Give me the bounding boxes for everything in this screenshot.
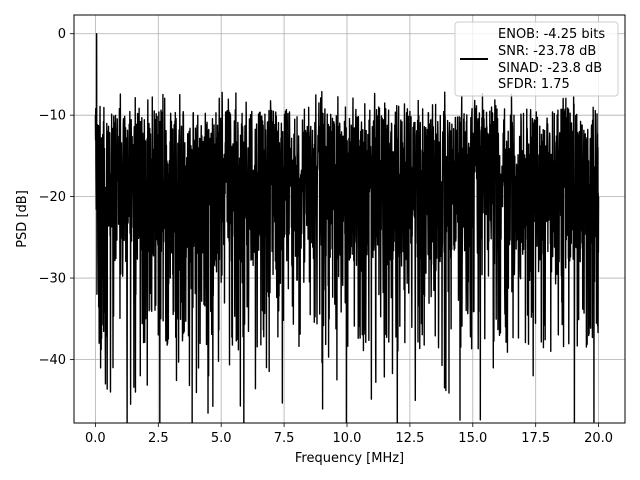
y-tick-label: −10 [39, 109, 66, 124]
x-axis-label: Frequency [MHz] [295, 451, 404, 466]
x-tick-label: 2.5 [148, 431, 169, 446]
psd-series-line [94, 33, 600, 423]
x-tick-label: 15.0 [458, 431, 487, 446]
y-tick-label: 0 [58, 27, 66, 42]
legend-line-4: SFDR: 1.75 [498, 77, 570, 92]
axes-frame [73, 14, 626, 424]
y-tick-label: −20 [39, 190, 66, 205]
y-axis-ticks: 0 −10 −20 −30 −40 [39, 27, 74, 368]
legend: ENOB: -4.25 bits SNR: -23.78 dB SINAD: -… [454, 21, 619, 97]
legend-line-1: ENOB: -4.25 bits [498, 27, 605, 42]
legend-line-2: SNR: -23.78 dB [498, 44, 596, 59]
x-tick-label: 7.5 [274, 431, 295, 446]
plot-area [94, 33, 600, 423]
x-tick-label: 20.0 [584, 431, 613, 446]
x-axis-ticks: 0.0 2.5 5.0 7.5 10.0 12.5 15.0 17.5 20.0 [85, 423, 613, 446]
x-tick-label: 12.5 [395, 431, 424, 446]
y-axis-label: PSD [dB] [15, 190, 30, 248]
legend-box [454, 21, 619, 97]
y-tick-label: −30 [39, 272, 66, 287]
x-tick-label: 0.0 [85, 431, 106, 446]
y-tick-label: −40 [39, 353, 66, 368]
x-tick-label: 17.5 [521, 431, 550, 446]
series-layer [94, 33, 600, 423]
x-tick-label: 5.0 [211, 431, 232, 446]
x-tick-label: 10.0 [333, 431, 362, 446]
legend-line-3: SINAD: -23.8 dB [498, 61, 602, 76]
